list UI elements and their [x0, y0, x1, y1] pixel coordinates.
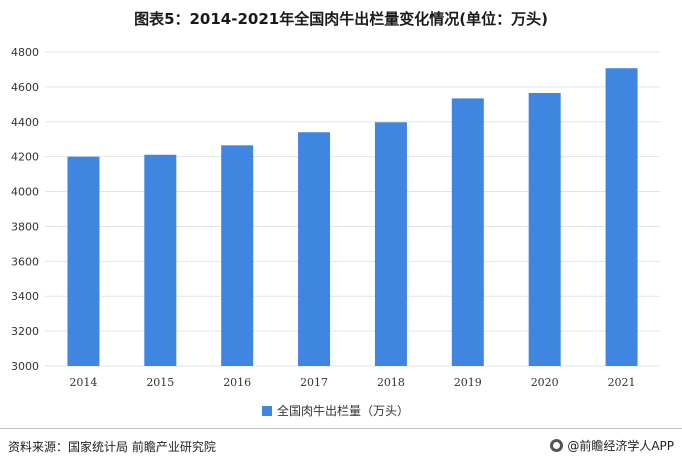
x-tick-label: 2021: [608, 376, 636, 389]
y-tick-label: 4200: [11, 151, 39, 164]
y-tick-label: 4600: [11, 81, 39, 94]
x-tick-label: 2019: [454, 376, 482, 389]
source-note: 资料来源：国家统计局 前瞻产业研究院: [8, 440, 216, 454]
y-tick-label: 4000: [11, 186, 39, 199]
legend-swatch: [262, 405, 272, 416]
y-tick-label: 3200: [11, 325, 39, 338]
y-tick-label: 3600: [11, 255, 39, 268]
bar-2020: [528, 92, 561, 366]
y-tick-label: 3000: [11, 360, 39, 373]
y-tick-label: 4800: [11, 46, 39, 59]
x-tick-label: 2014: [69, 376, 97, 389]
x-tick-label: 2018: [377, 376, 405, 389]
x-tick-label: 2017: [300, 376, 328, 389]
bar-2017: [298, 132, 331, 366]
x-tick-label: 2016: [223, 376, 251, 389]
brand-text: @前瞻经济学人APP: [567, 439, 674, 453]
bar-2019: [451, 98, 484, 366]
brand-logo-icon: [550, 439, 564, 452]
footer-divider: [0, 428, 682, 429]
x-tick-label: 2020: [531, 376, 559, 389]
y-tick-label: 4400: [11, 116, 39, 129]
bar-2015: [144, 154, 177, 366]
x-tick-label: 2015: [146, 376, 174, 389]
y-tick-label: 3400: [11, 290, 39, 303]
bar-2018: [374, 122, 407, 366]
bar-2021: [605, 68, 638, 367]
legend: 全国肉牛出栏量（万头）: [262, 402, 409, 419]
chart-title: 图表5：2014-2021年全国肉牛出栏量变化情况(单位：万头): [134, 10, 548, 28]
bar-2014: [67, 156, 100, 366]
brand-mark: @前瞻经济学人APP: [550, 437, 674, 454]
bar-2016: [221, 145, 254, 366]
legend-label: 全国肉牛出栏量（万头）: [277, 404, 410, 418]
y-tick-label: 3800: [11, 220, 39, 233]
